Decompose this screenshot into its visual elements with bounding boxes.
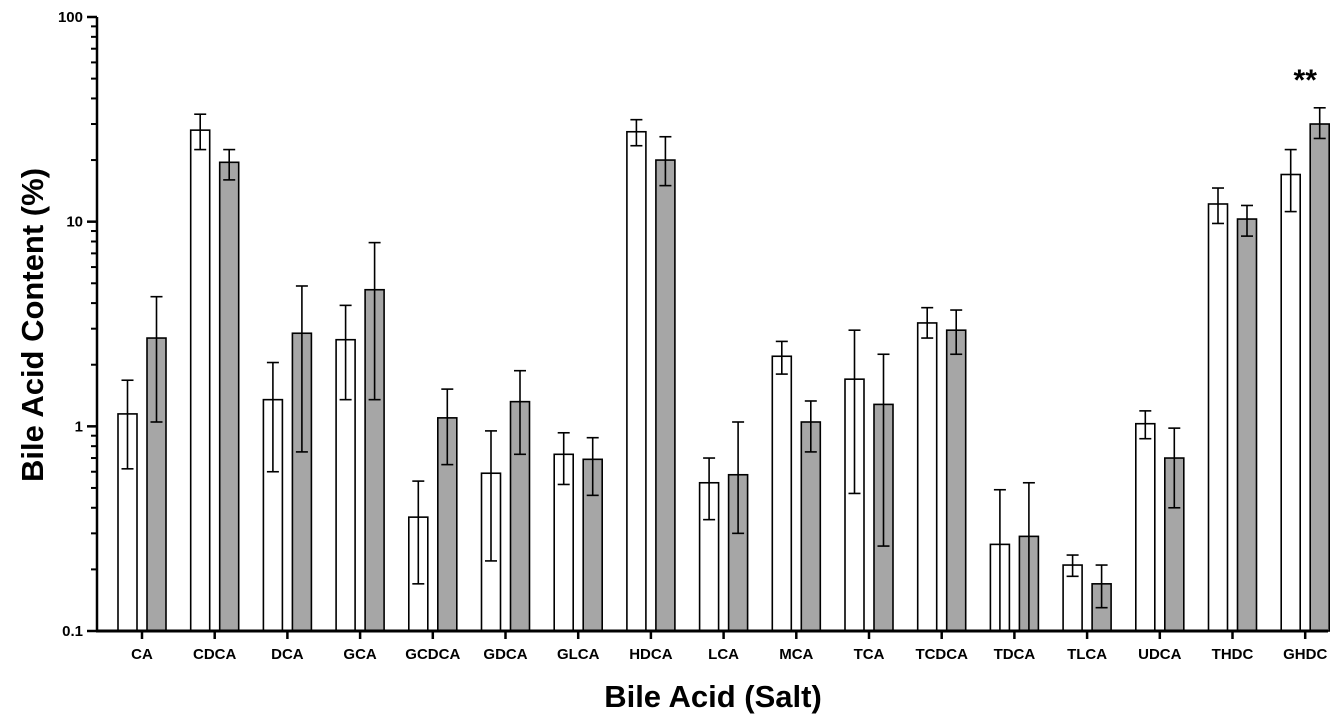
- y-axis: 0.1 1 10 100: [58, 9, 99, 640]
- x-tick-label: TCDCA: [915, 646, 968, 663]
- x-tick-label: TDCA: [994, 646, 1036, 663]
- x-tick-label: UDCA: [1138, 646, 1181, 663]
- x-tick-label: GDCA: [483, 646, 527, 663]
- bar: [626, 130, 647, 632]
- bar: [1135, 422, 1156, 632]
- x-tick-label: CDCA: [193, 646, 236, 663]
- x-tick-label: THDC: [1212, 646, 1254, 663]
- significance-annotation: **: [1294, 64, 1318, 97]
- bar: [771, 355, 793, 632]
- y-tick-label: 0.1: [62, 623, 83, 640]
- bar: [189, 129, 211, 632]
- x-tick-label: DCA: [271, 646, 304, 663]
- x-axis-title: Bile Acid (Salt): [604, 679, 822, 714]
- x-tick-label: CA: [131, 646, 153, 663]
- y-tick-label: 10: [66, 214, 83, 231]
- x-tick-label: GLCA: [557, 646, 600, 663]
- x-tick-label: MCA: [779, 646, 813, 663]
- y-axis-title: Bile Acid Content (%): [15, 168, 50, 482]
- bar: [218, 161, 240, 632]
- plot-area: **: [117, 64, 1330, 632]
- x-tick-label: TCA: [854, 646, 885, 663]
- x-tick-label: GCA: [343, 646, 377, 663]
- bar: [945, 329, 967, 632]
- y-tick-label: 1: [75, 418, 83, 435]
- x-tick-label: HDCA: [629, 646, 672, 663]
- bar: [655, 159, 676, 632]
- bar: [800, 421, 822, 632]
- x-tick-label: LCA: [708, 646, 739, 663]
- bar: [1207, 203, 1229, 632]
- bar: [1309, 123, 1330, 632]
- x-tick-label: TLCA: [1067, 646, 1107, 663]
- y-tick-label: 100: [58, 9, 83, 26]
- x-axis: CA CDCA DCA GCA GCDCA GDCA GLCA HDCA LCA MCA TCA TC…: [96, 629, 1328, 663]
- bar: [1236, 218, 1258, 632]
- x-tick-label: GCDCA: [405, 646, 460, 663]
- bar: [1280, 173, 1301, 632]
- bar: [916, 322, 938, 632]
- x-tick-label: GHDC: [1283, 646, 1327, 663]
